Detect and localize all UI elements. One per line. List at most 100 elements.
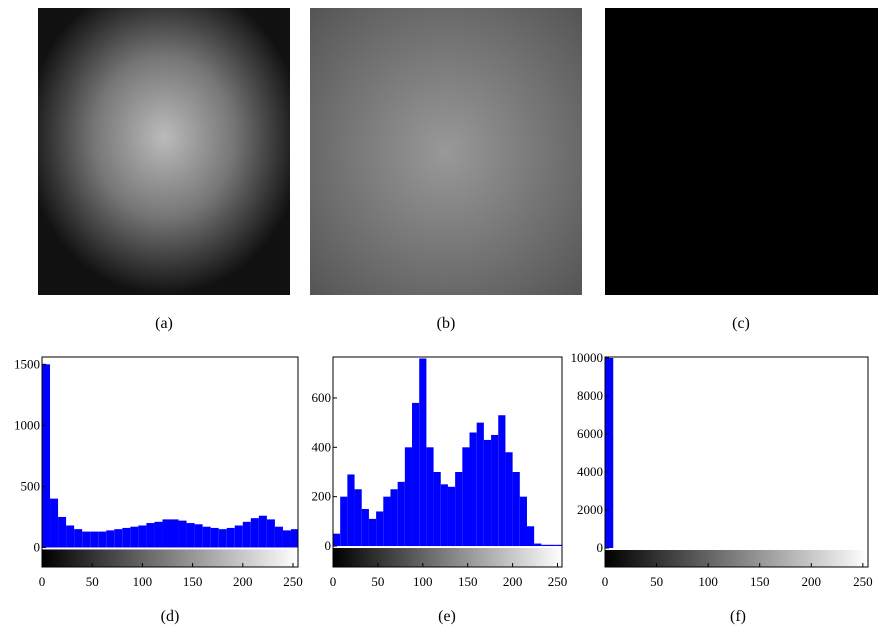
bar [66,525,74,547]
bar [462,447,469,546]
x-tick-label: 0 [602,574,609,589]
bar [283,530,291,547]
bar [484,440,491,546]
bar [227,528,235,548]
bar [390,489,397,546]
y-tick-label: 8000 [577,388,603,403]
y-tick-label: 2000 [577,502,603,517]
x-tick-label: 200 [233,574,253,589]
bar [122,528,130,548]
y-tick-label: 600 [312,390,332,405]
y-tick-label: 10000 [571,350,604,365]
bar [154,522,162,548]
bar [333,534,340,546]
bar [455,472,462,546]
y-tick-label: 0 [597,540,604,555]
bar [426,447,433,546]
bar [520,497,527,546]
x-tick-label: 100 [133,574,153,589]
bar [211,528,219,548]
bar [162,519,170,547]
y-tick-label: 400 [312,439,332,454]
bar [405,447,412,546]
bar [82,532,90,548]
x-tick-label: 0 [39,574,46,589]
bar [98,532,106,548]
caption: (f) [730,608,746,625]
image-c [605,8,878,295]
bar [549,545,556,546]
bar [470,433,477,547]
y-tick-label: 200 [312,489,332,504]
image-b [310,8,582,295]
caption: (c) [732,315,750,332]
x-tick-label: 150 [183,574,203,589]
bar [376,511,383,546]
bar [259,516,267,548]
bar [138,525,146,547]
bar [412,403,419,546]
bar [498,415,505,546]
bar [340,497,347,546]
bar [114,529,122,547]
bar [477,423,484,546]
y-tick-label: 1500 [14,356,40,371]
y-tick-label: 4000 [577,464,603,479]
y-tick-label: 0 [325,538,332,553]
bar [541,545,548,546]
bar [448,487,455,546]
bar [369,519,376,546]
bar [42,364,50,547]
plot-frame [605,357,868,567]
bar [491,435,498,546]
y-tick-label: 6000 [577,426,603,441]
bar [235,525,243,547]
x-tick-label: 250 [548,574,568,589]
x-tick-label: 250 [853,574,873,589]
bar [419,358,426,546]
bar [195,524,203,547]
bar [179,521,187,548]
caption: (d) [161,608,180,625]
bar [58,517,66,548]
colorbar [333,548,562,567]
bar [203,527,211,548]
figure: (a) (b) (c) (d) (e) (f) 0500100015000501… [0,0,888,631]
bar [505,452,512,546]
x-tick-label: 50 [86,574,99,589]
image-a [38,8,290,295]
bar [219,529,227,547]
bar [355,489,362,546]
caption: (a) [155,315,173,332]
x-tick-label: 150 [750,574,770,589]
x-tick-label: 100 [698,574,718,589]
y-tick-label: 500 [21,478,41,493]
bar [556,545,562,546]
bar [251,518,259,547]
bar [50,499,58,548]
bar [291,529,298,547]
x-tick-label: 250 [283,574,303,589]
x-tick-label: 100 [413,574,433,589]
y-tick-label: 0 [34,539,41,554]
bar [275,527,283,548]
bar [106,530,114,547]
bar [383,497,390,546]
x-tick-label: 200 [503,574,523,589]
bar [434,472,441,546]
x-tick-label: 200 [802,574,822,589]
colorbar [605,550,868,567]
bar [398,482,405,546]
bar [187,523,195,547]
bar [347,474,354,546]
bar [605,358,613,548]
caption: (e) [438,608,456,625]
bar [513,472,520,546]
bar [527,526,534,546]
bar [534,544,541,546]
x-tick-label: 150 [458,574,478,589]
bar [267,519,275,547]
x-tick-label: 50 [371,574,384,589]
x-tick-label: 0 [330,574,337,589]
bar [243,522,251,548]
